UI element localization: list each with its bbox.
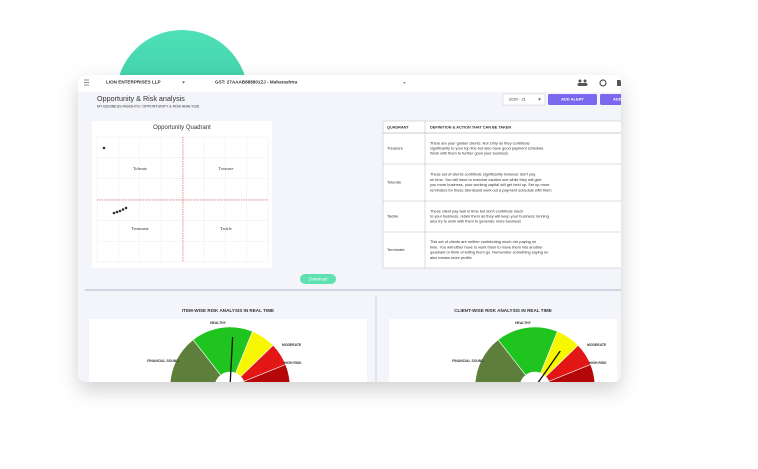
gauge-label: FINANCIAL SOUND — [452, 359, 484, 363]
gauge-segment — [548, 364, 596, 382]
top-bar — [78, 75, 621, 92]
definition-line: These client pay well in time but don't … — [430, 208, 523, 213]
quadrant-grid — [96, 136, 269, 263]
definition-line: to your business. retain them as they wi… — [430, 214, 549, 219]
definition-line: also means more profits. — [430, 255, 473, 260]
app-window: LION ENTERPRISES LLP GST: 27AAAB888801ZJ… — [78, 75, 640, 382]
add-alert-button[interactable] — [548, 94, 597, 105]
quadrant-name: Treasure — [387, 146, 404, 151]
gauges: ITEM-WISE RISK ANALYSIS IN REAL TIME HEAL… — [89, 308, 617, 382]
definition-line: you more business, your working capital … — [430, 182, 549, 187]
gauge-title: CLIENT-WISE RISK ANALYSIS IN REAL TIME — [454, 308, 552, 313]
definition-line: also try to work with them to generate m… — [430, 219, 521, 224]
page-title: Opportunity & Risk analysis — [97, 94, 185, 103]
year-value: 2020 - 21 — [509, 97, 527, 102]
company-dropdown[interactable] — [182, 81, 185, 84]
profile-icon[interactable] — [617, 80, 621, 86]
gauge-needle — [229, 337, 234, 382]
gauge-label: MODERATE — [282, 343, 302, 347]
definition-line: time. You will either have to work them … — [430, 244, 543, 249]
gauge-label: FINANCIAL SOUND — [147, 359, 179, 363]
definition-line: on time. You will have to exercise cauti… — [430, 177, 542, 182]
gst-dropdown[interactable] — [403, 82, 406, 84]
users-icon[interactable] — [577, 79, 588, 87]
quadrant-label: Treasure — [219, 166, 234, 171]
gauge-label: MODERATE — [587, 343, 607, 347]
quadrant-name: Tackle — [387, 214, 399, 219]
gauge-label: HIGH RISK — [589, 361, 607, 365]
table-header: DEFINITION & ACTION THAT CAN BE TAKEN — [430, 126, 511, 130]
quadrant-name: Tolerate — [387, 180, 402, 185]
definition-table: QUADRANT DEFINITION & ACTION THAT CAN BE … — [382, 120, 621, 269]
gauge-title: ITEM-WISE RISK ANALYSIS IN REAL TIME — [182, 308, 274, 313]
quadrant-name: Terminate — [387, 247, 405, 252]
quadrant-label: Tackle — [220, 226, 231, 231]
definition-line: These set of clients contribute signific… — [430, 172, 535, 177]
download-label: Download — [309, 277, 328, 282]
download-button[interactable] — [300, 274, 336, 284]
add-label: ADD — [613, 97, 622, 102]
year-select[interactable] — [502, 93, 546, 106]
quadrant-label: Terminate — [131, 226, 148, 231]
definition-line: Work with them to further grow your busi… — [430, 151, 509, 156]
year-caret — [538, 98, 541, 101]
add-button[interactable] — [600, 94, 640, 105]
gauge-label: HIGH RISK — [284, 361, 302, 365]
add-alert-label: ADD ALERT — [561, 97, 585, 102]
quadrant-panel — [92, 121, 272, 268]
table-bg — [382, 120, 621, 269]
settings-icon[interactable] — [599, 79, 607, 87]
gauge-label: HEALTHY — [210, 321, 226, 325]
gauge-needle — [534, 350, 561, 382]
definition-line: reminders for these clientsand work out … — [430, 187, 553, 192]
quadrant-points — [102, 146, 128, 215]
breadcrumb: MY BUSINESS INSIGHTS / OPPORTUNITY & RIS… — [97, 104, 200, 108]
menu-icon[interactable] — [84, 79, 89, 86]
definition-line: quadrant or think of letting them go. Re… — [430, 250, 548, 255]
table-header: QUADRANT — [387, 126, 409, 130]
definition-line: There are your golden clients. Not Only … — [430, 140, 530, 145]
gauge-segment — [243, 364, 291, 382]
quadrant-label: Tolerate — [133, 166, 147, 171]
gauge-segment — [497, 326, 558, 376]
company-name[interactable]: LION ENTERPRISES LLP — [106, 80, 161, 85]
quadrant-title: Opportunity Quadrant — [153, 125, 211, 131]
gst-number[interactable]: GST: 27AAAB888801ZJ - Maharashtra — [215, 80, 298, 85]
definition-line: significantly to your top line but also … — [430, 146, 544, 151]
gauge-segment — [192, 326, 253, 376]
gauge-label: HEALTHY — [515, 321, 531, 325]
definition-line: This set of clients are neither contribu… — [430, 239, 536, 244]
